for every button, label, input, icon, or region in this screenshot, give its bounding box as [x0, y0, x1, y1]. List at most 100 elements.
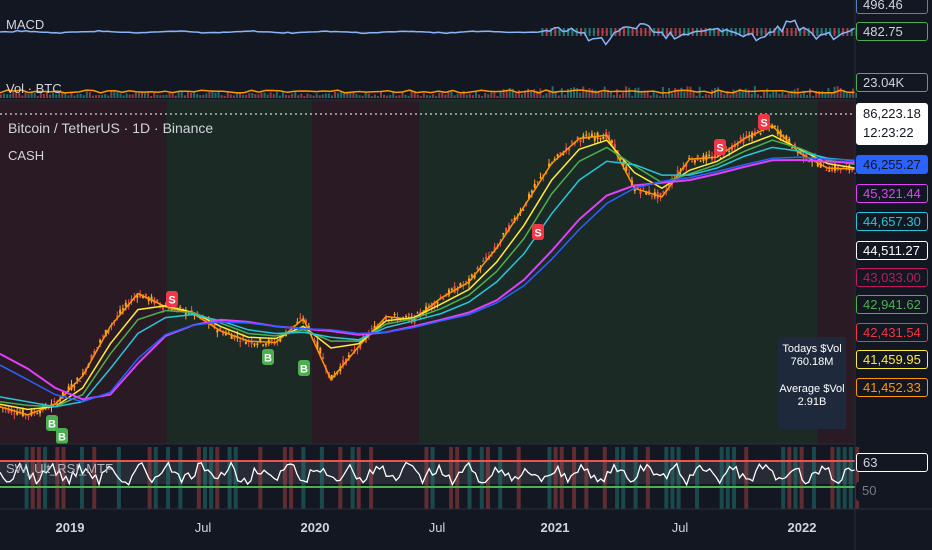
volume-bar	[300, 93, 303, 98]
volume-bar	[563, 94, 566, 98]
macd-histogram-bar	[610, 28, 613, 36]
volume-bar	[122, 95, 125, 98]
strategy-label[interactable]: CASH	[8, 148, 45, 163]
volume-bar	[548, 90, 551, 98]
buy-signal-marker: B	[298, 360, 310, 376]
candle-body	[385, 317, 388, 320]
volume-bar	[113, 91, 116, 98]
volume-bar	[570, 88, 572, 98]
volume-bar	[766, 88, 769, 98]
candle-body	[370, 328, 373, 330]
volume-bar	[760, 95, 762, 98]
sell-signal-marker: S	[714, 139, 726, 155]
volume-bar	[815, 91, 818, 98]
rsi-zone-bar	[572, 447, 577, 509]
candle-body	[262, 344, 265, 346]
candle-body	[522, 209, 525, 211]
macd-histogram-bar	[588, 28, 591, 36]
candle-body	[728, 151, 731, 153]
candle-body	[822, 162, 825, 164]
candle-body	[505, 227, 508, 235]
candle-body	[579, 139, 582, 143]
volume-bar	[85, 91, 88, 98]
volume-bar	[615, 89, 618, 98]
candle-body	[93, 350, 96, 356]
rsi-zone-bar	[787, 447, 792, 509]
candle-body	[7, 407, 10, 413]
sell-signal-marker: S	[166, 291, 178, 307]
candle-body	[330, 374, 333, 381]
macd-histogram-bar	[713, 28, 716, 36]
volume-bar	[416, 94, 419, 98]
macd-histogram-bar	[837, 28, 840, 36]
volume-bar	[729, 94, 732, 98]
candle-body	[699, 160, 702, 162]
volume-bar	[505, 90, 508, 98]
macd-histogram-bar	[678, 28, 681, 36]
volume-bar	[134, 92, 137, 98]
candle-body	[73, 386, 76, 388]
buy-signal-badge	[56, 428, 68, 444]
rsi-zone-bar	[498, 447, 503, 509]
candle-body	[510, 219, 513, 221]
volume-bar	[76, 94, 79, 98]
macd-histogram-bar	[700, 28, 703, 36]
candle-body	[556, 154, 559, 157]
rsi-label[interactable]: SW_Ult_RSI_MTF	[6, 461, 113, 476]
candle-body	[619, 156, 622, 161]
volume-bar	[579, 92, 582, 98]
rsi-tag-value: 63	[856, 453, 928, 472]
volume-bar	[36, 95, 39, 98]
volume-bar	[665, 94, 667, 98]
volume-bar	[790, 90, 793, 98]
candle-body	[485, 256, 488, 260]
volume-bar	[689, 86, 692, 98]
candle-body	[588, 137, 591, 140]
candle-body	[745, 135, 748, 138]
candle-body	[773, 125, 776, 127]
volume-bar	[202, 94, 205, 98]
volume-label[interactable]: Vol · BTC	[6, 81, 62, 96]
rsi-zone-bar	[258, 447, 263, 509]
candle-body	[273, 342, 276, 345]
candle-body	[676, 170, 679, 177]
macd-histogram-bar	[850, 28, 853, 36]
volume-bar	[413, 91, 416, 98]
volume-bar	[637, 87, 640, 98]
candle-body	[244, 341, 247, 345]
macd-histogram-bar	[665, 28, 668, 36]
rsi-zone-bar	[166, 447, 171, 509]
rsi-zone-bar	[725, 447, 730, 509]
candle-body	[296, 321, 299, 324]
ma-line	[0, 124, 856, 416]
trend-zone	[166, 100, 313, 444]
volume-bar	[441, 92, 444, 98]
volume-bar	[64, 93, 67, 98]
symbol-title[interactable]: Bitcoin / TetherUS · 1D · Binance	[8, 120, 214, 136]
candle-body	[101, 335, 104, 337]
candle-body	[322, 357, 325, 360]
macd-histogram-bar	[601, 28, 604, 36]
volume-bar	[496, 95, 499, 98]
macd-label[interactable]: MACD	[6, 17, 45, 32]
volume-bar	[634, 87, 637, 98]
rsi-zone-bar	[670, 447, 675, 509]
candle-body	[459, 283, 462, 288]
candle-body	[279, 338, 282, 342]
rsi-zone-bar	[559, 447, 564, 509]
volume-bar	[165, 94, 168, 98]
volume-bar	[275, 91, 278, 98]
volume-bar	[747, 89, 750, 98]
candle-body	[465, 281, 468, 283]
candle-body	[793, 143, 796, 148]
macd-histogram-bar	[829, 28, 832, 36]
rsi-zone-bar	[424, 447, 429, 509]
volume-bar	[294, 91, 297, 98]
time-axis[interactable]: 2019 Jul 2020 Jul 2021 Jul 2022	[56, 520, 817, 535]
candle-body	[642, 187, 645, 189]
volume-bar	[802, 90, 805, 98]
volume-bar	[520, 94, 523, 98]
rsi-zone-bar	[584, 447, 589, 509]
volume-bar	[793, 89, 796, 98]
